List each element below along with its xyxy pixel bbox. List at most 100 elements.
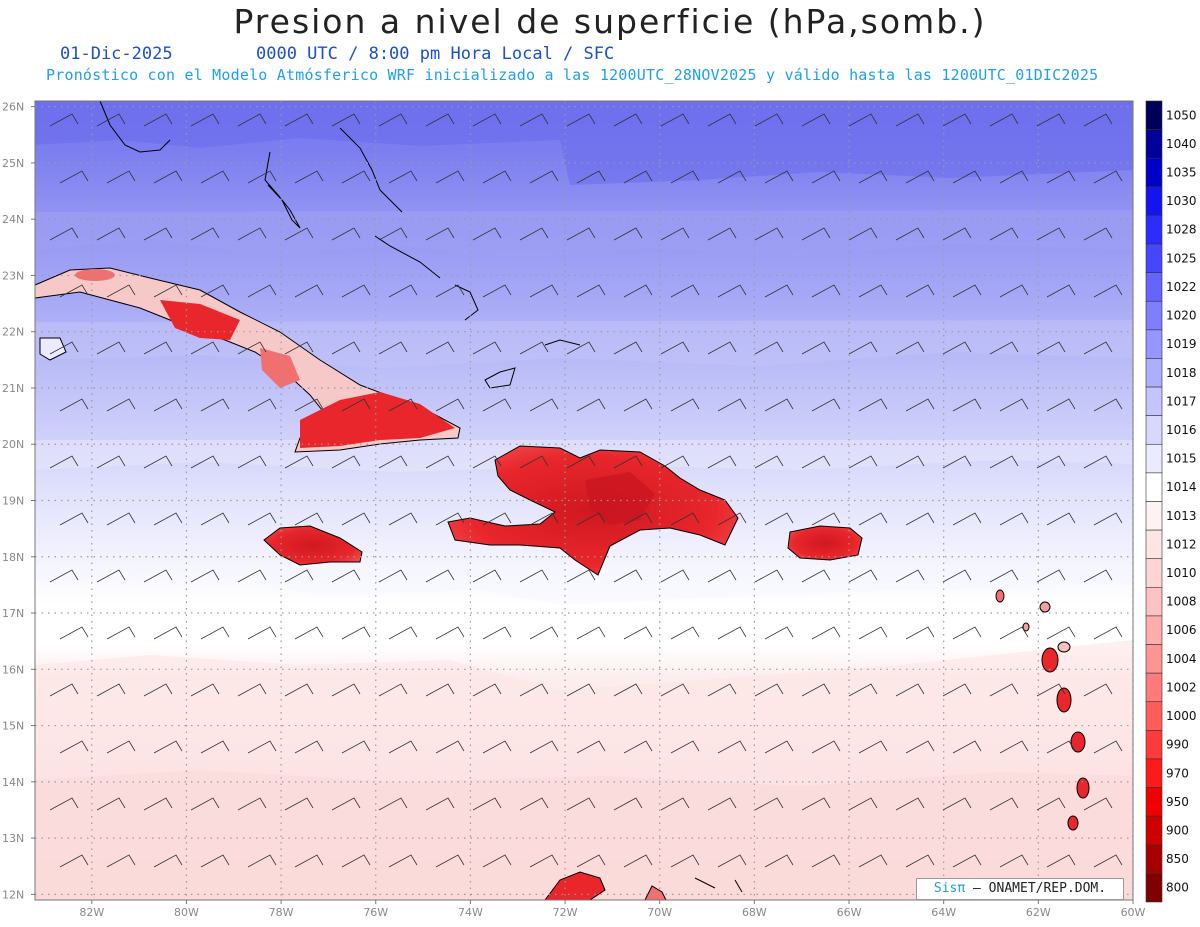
lat-label: 24N	[2, 213, 24, 226]
colorbar-label: 900	[1166, 823, 1189, 837]
wind-barb	[858, 398, 888, 412]
colorbar-swatch	[1145, 215, 1163, 245]
wind-barb	[331, 227, 361, 241]
wind-barb	[378, 455, 408, 469]
model-info: Pronóstico con el Modelo Atmósferico WRF…	[46, 66, 1099, 84]
wind-barb	[576, 626, 606, 640]
lat-label: 19N	[2, 495, 24, 508]
wind-barb	[106, 512, 136, 526]
wind-barb	[660, 455, 690, 469]
wind-barb	[425, 341, 455, 355]
wind-barb	[49, 683, 79, 697]
wind-barb	[848, 227, 878, 241]
wind-barb	[670, 398, 700, 412]
wind-barb	[801, 455, 831, 469]
wind-barb	[341, 854, 371, 868]
wind-barb	[237, 341, 267, 355]
wind-barb	[1036, 797, 1066, 811]
wind-barb	[284, 569, 314, 583]
colorbar-swatch	[1145, 186, 1163, 216]
lon-label: 66W	[837, 906, 862, 919]
wind-barb	[764, 854, 794, 868]
wind-barb	[294, 854, 324, 868]
colorbar-swatch	[1145, 615, 1163, 645]
wind-barb	[754, 683, 784, 697]
wind-barb	[472, 227, 502, 241]
wind-barb	[106, 170, 136, 184]
wind-barb	[237, 227, 267, 241]
colorbar-swatch	[1145, 844, 1163, 874]
colorbar-label: 1015	[1166, 452, 1197, 466]
wind-barb	[1046, 740, 1076, 754]
wind-barb	[811, 284, 841, 298]
wind-barb	[153, 170, 183, 184]
wind-barb	[707, 683, 737, 697]
wind-barb	[1036, 455, 1066, 469]
wind-barb	[895, 341, 925, 355]
wind-barb	[143, 797, 173, 811]
wind-barb	[284, 227, 314, 241]
wind-barb	[425, 455, 455, 469]
wind-barb	[284, 341, 314, 355]
wind-barb	[707, 455, 737, 469]
colorbar-swatch	[1145, 529, 1163, 560]
wind-barb	[811, 854, 841, 868]
wind-barb	[613, 341, 643, 355]
wind-barb	[858, 626, 888, 640]
wind-barb	[952, 854, 982, 868]
lat-label: 20N	[2, 438, 24, 451]
wind-barb	[670, 854, 700, 868]
wind-barb	[153, 512, 183, 526]
lon-label: 80W	[174, 906, 199, 919]
wind-barb	[670, 626, 700, 640]
wind-barb	[1036, 683, 1066, 697]
lon-label: 68W	[742, 906, 767, 919]
colorbar-swatch	[1145, 644, 1163, 674]
wind-barb	[106, 626, 136, 640]
wind-barb	[576, 512, 606, 526]
wind-barb	[472, 797, 502, 811]
wind-barb	[999, 284, 1029, 298]
colorbar-label: 1030	[1166, 194, 1197, 208]
colorbar-swatch	[1145, 672, 1163, 703]
lat-label: 22N	[2, 326, 24, 339]
wind-barb	[247, 170, 277, 184]
sispi-logo: Sisπ	[933, 881, 966, 896]
lat-label: 21N	[2, 382, 24, 395]
wind-barb	[613, 227, 643, 241]
wind-barb	[190, 797, 220, 811]
wind-barb	[482, 854, 512, 868]
wind-barb	[613, 569, 643, 583]
wind-barb	[764, 284, 794, 298]
wind-barb	[754, 341, 784, 355]
wind-barb	[942, 455, 972, 469]
wind-barb	[707, 569, 737, 583]
longitude-axis: 82W 80W 78W 76W 74W 72W 70W 68W 66W 64W 62W 60W	[79, 900, 1146, 919]
wind-barb	[472, 341, 502, 355]
colorbar-swatch	[1145, 329, 1163, 359]
wind-barb	[519, 113, 549, 127]
wind-barb	[200, 626, 230, 640]
wind-barb	[1093, 284, 1123, 298]
lon-label: 74W	[458, 906, 483, 919]
wind-barb	[895, 797, 925, 811]
wind-barb	[623, 170, 653, 184]
wind-barb	[566, 113, 596, 127]
wind-barb	[660, 341, 690, 355]
wind-barb	[1036, 227, 1066, 241]
wind-barb	[707, 227, 737, 241]
wind-barb	[49, 569, 79, 583]
wind-barb	[801, 113, 831, 127]
wind-barb	[801, 797, 831, 811]
colorbar-swatch	[1145, 730, 1163, 760]
wind-barb	[106, 398, 136, 412]
lat-label: 23N	[2, 269, 24, 282]
wind-barb	[764, 398, 794, 412]
wind-barb	[200, 284, 230, 298]
wind-barb	[623, 740, 653, 754]
wind-barb	[237, 797, 267, 811]
wind-barb	[331, 683, 361, 697]
wind-barb	[49, 455, 79, 469]
wind-barb	[190, 569, 220, 583]
wind-barb	[989, 797, 1019, 811]
